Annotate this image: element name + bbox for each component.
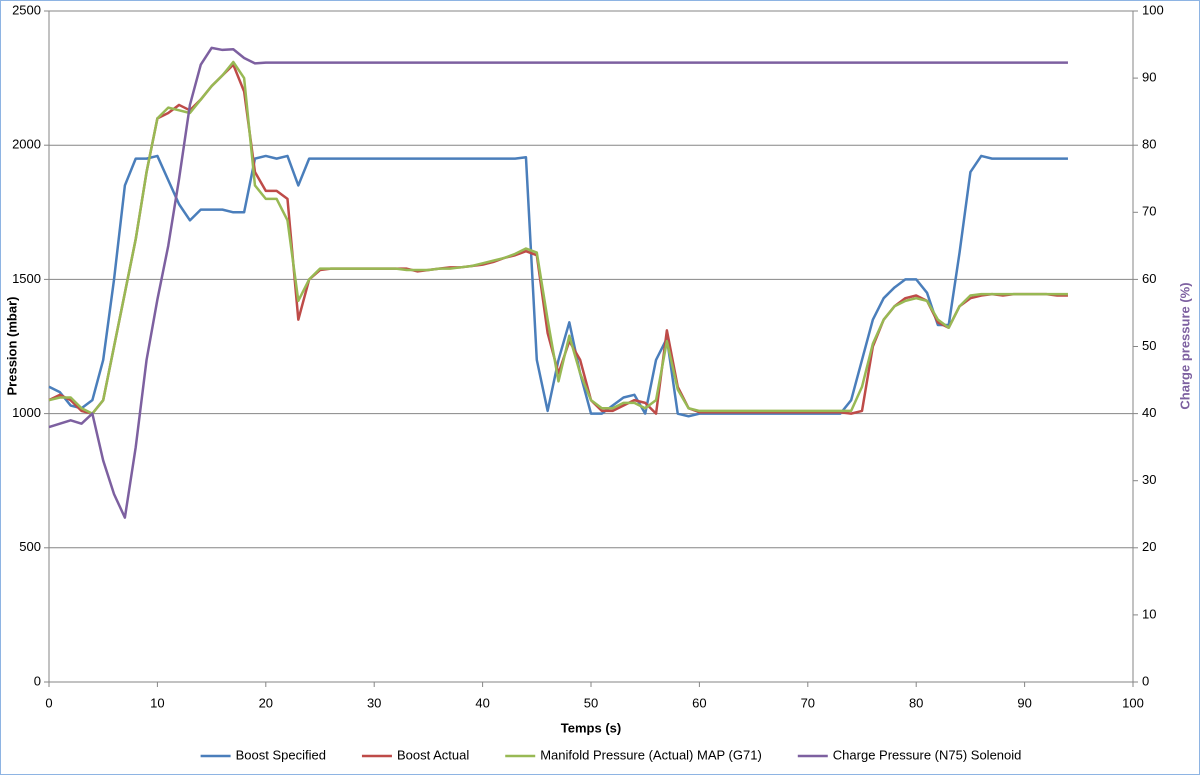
x-tick-label: 70: [801, 695, 815, 710]
x-tick-label: 20: [259, 695, 273, 710]
y2-tick-label: 0: [1142, 673, 1149, 688]
x-tick-label: 30: [367, 695, 381, 710]
y2-axis-title: Charge pressure (%): [1177, 282, 1192, 409]
x-tick-label: 90: [1017, 695, 1031, 710]
series-line: [48, 60, 1068, 415]
x-tick-label: 60: [692, 695, 706, 710]
legend-label: Manifold Pressure (Actual) MAP (G71): [540, 747, 762, 762]
y-tick-label: 2500: [12, 2, 41, 17]
x-tick-label: 80: [909, 695, 923, 710]
y2-tick-label: 50: [1142, 338, 1156, 353]
y2-tick-label: 40: [1142, 405, 1156, 420]
x-axis-title: Temps (s): [561, 720, 621, 735]
x-tick-label: 100: [1122, 695, 1144, 710]
y-tick-label: 1500: [12, 271, 41, 286]
x-tick-label: 0: [45, 695, 52, 710]
legend-label: Boost Actual: [397, 747, 469, 762]
y-tick-label: 2000: [12, 137, 41, 152]
y-tick-label: 1000: [12, 405, 41, 420]
series-line: [48, 46, 1068, 519]
y2-tick-label: 70: [1142, 204, 1156, 219]
y2-tick-label: 60: [1142, 271, 1156, 286]
y2-tick-label: 80: [1142, 137, 1156, 152]
y2-tick-label: 10: [1142, 606, 1156, 621]
y2-tick-label: 20: [1142, 539, 1156, 554]
y2-tick-label: 90: [1142, 70, 1156, 85]
x-tick-label: 50: [584, 695, 598, 710]
x-tick-label: 40: [475, 695, 489, 710]
x-tick-label: 10: [150, 695, 164, 710]
series-line: [48, 154, 1068, 418]
y-axis-title: Pression (mbar): [4, 297, 19, 396]
y2-tick-label: 30: [1142, 472, 1156, 487]
y2-tick-label: 100: [1142, 2, 1164, 17]
legend-label: Charge Pressure (N75) Solenoid: [833, 747, 1022, 762]
y-tick-label: 0: [34, 673, 41, 688]
y-tick-label: 500: [19, 539, 41, 554]
legend-label: Boost Specified: [236, 747, 326, 762]
